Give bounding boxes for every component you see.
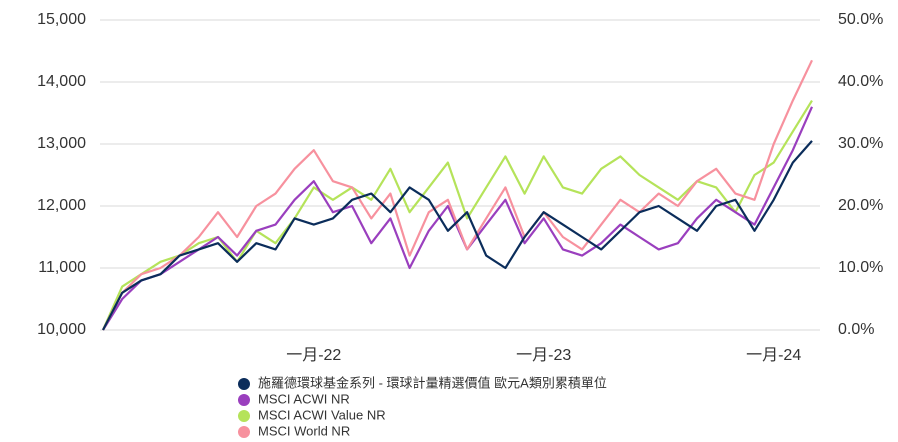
legend-label: MSCI ACWI NR [258,391,350,406]
legend-marker [238,378,250,390]
y2-tick-label: 0.0% [838,321,874,338]
y2-tick-label: 50.0% [838,11,883,28]
y-tick-label: 11,000 [38,259,86,276]
x-tick-label: 一月-24 [746,347,801,364]
y2-tick-label: 40.0% [838,73,883,90]
legend-label: 施羅德環球基金系列 - 環球計量精選價值 歐元A類別累積單位 [258,375,607,390]
y-tick-label: 12,000 [37,197,86,214]
x-tick-label: 一月-23 [516,347,571,364]
y2-tick-label: 10.0% [838,259,883,276]
y-tick-label: 14,000 [37,73,86,90]
y-tick-label: 13,000 [37,135,86,152]
x-tick-label: 一月-22 [286,347,341,364]
series-line [102,140,813,331]
legend-marker [238,410,250,422]
legend-label: MSCI ACWI Value NR [258,407,386,422]
y-tick-label: 15,000 [37,11,86,28]
legend-marker [238,394,250,406]
series-line [101,100,813,331]
legend-label: MSCI World NR [258,423,350,438]
y2-tick-label: 30.0% [838,135,883,152]
y2-tick-label: 20.0% [838,197,883,214]
legend-marker [238,426,250,438]
series-line [102,106,814,331]
series-line [102,59,813,331]
y-tick-label: 10,000 [37,321,86,338]
